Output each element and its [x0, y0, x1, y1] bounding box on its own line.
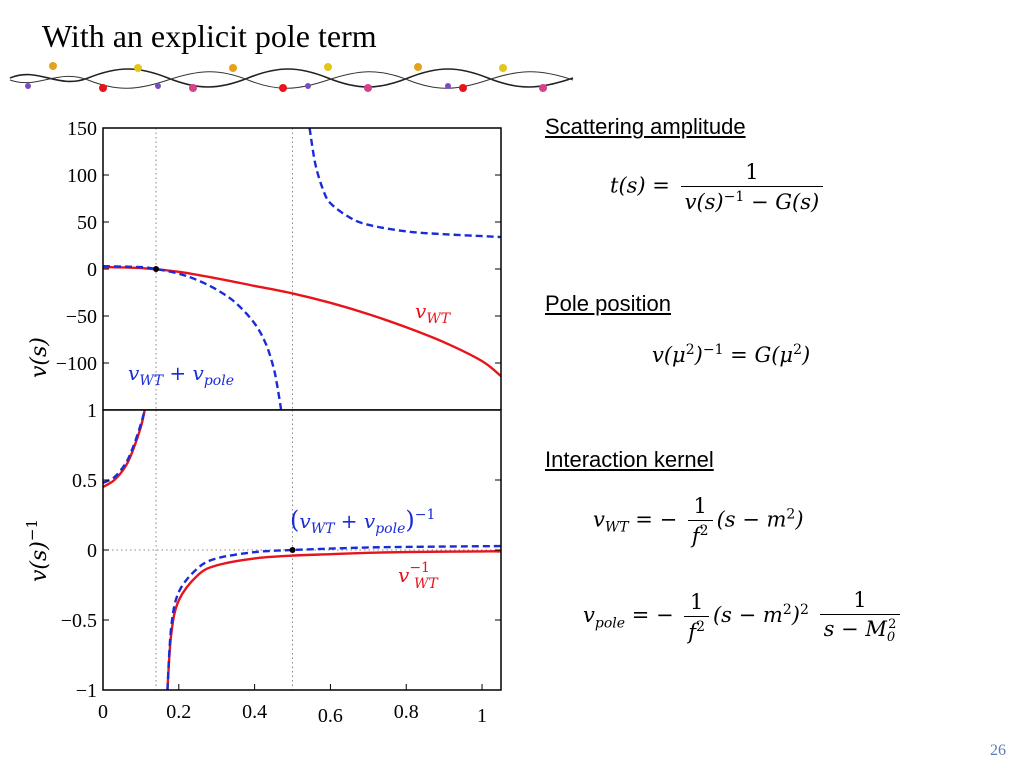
y-tick-label-3: 0 — [87, 259, 97, 281]
chart-potential: 150 100 50 0 −50 −100 v(s) vWT vWT + vpole — [27, 118, 502, 410]
chart-inverse-potential: 1 0.5 0 −0.5 −1 0 0.2 0.4 0.6 0.8 1 v(s)−1 (vWT +… — [23, 400, 502, 727]
y-tick-label-5: −100 — [56, 353, 97, 375]
divider-flowers — [25, 62, 547, 92]
x-tick-label-1: 0.2 — [166, 701, 191, 723]
x-tick-label-0: 0 — [98, 701, 108, 723]
bottom-plot-frame — [102, 409, 502, 691]
series-clip-group — [103, 410, 501, 690]
top-plot-frame — [102, 127, 502, 410]
heading-interaction-kernel: Interaction kernel — [545, 447, 714, 472]
top-grid-lines — [155, 128, 294, 410]
marker-point-0 — [153, 266, 160, 272]
series-clip-group — [103, 128, 501, 410]
y-tick-label-4: −50 — [66, 306, 97, 328]
series-line-v-wt-v-pole-1 — [103, 264, 283, 410]
top-y-ticks: 150 100 50 0 −50 −100 — [56, 118, 501, 375]
label-v-wt-plus-pole: vWT + vpole — [128, 361, 234, 389]
page-number: 26 — [990, 742, 1006, 759]
eq-scattering-amplitude: t(s) = 1 v(s)−1 − G(s) — [610, 160, 827, 214]
eq-v-wt: vWT = − 1 f2 (s − m2) — [593, 494, 804, 548]
series-line-v-wt-0 — [103, 265, 501, 378]
x-tick-label-2: 0.4 — [242, 701, 267, 723]
heading-pole-position: Pole position — [545, 291, 671, 316]
label-inverse-v-wt-plus-pole: (vWT + vpole)−1 — [290, 506, 435, 537]
y-tick-label-4: −1 — [76, 680, 97, 702]
floral-divider — [9, 62, 574, 92]
eq-pole-position: v(μ2)−1 = G(μ2) — [652, 342, 811, 367]
top-ylabel-text: v(s) — [27, 337, 52, 378]
series-line--v-wt-v-pole-1-3 — [166, 544, 501, 690]
divider-vine-2 — [9, 71, 574, 89]
bottom-ylabel: v(s)−1 — [23, 519, 52, 582]
x-tick-label-4: 0.8 — [394, 701, 419, 723]
x-tick-label-3: 0.6 — [318, 705, 343, 727]
y-tick-label-1: 0.5 — [72, 470, 97, 492]
y-tick-label-2: 0 — [87, 540, 97, 562]
series-line-v-wt-1-1 — [166, 550, 501, 690]
bottom-series-group — [103, 410, 501, 690]
slide-title: With an explicit pole term — [42, 18, 377, 54]
heading-scattering-amplitude: Scattering amplitude — [545, 114, 746, 139]
top-ylabel: v(s) — [27, 337, 52, 378]
bottom-x-ticks: 0 0.2 0.4 0.6 0.8 1 — [98, 684, 487, 727]
label-v-wt: vWT — [415, 299, 452, 327]
y-tick-label-2: 50 — [77, 212, 97, 234]
y-tick-label-0: 1 — [87, 400, 97, 422]
divider-vine — [9, 68, 574, 88]
y-tick-label-3: −0.5 — [61, 610, 97, 632]
marker-point-0 — [289, 547, 296, 553]
bottom-ylabel-text: v(s)−1 — [23, 519, 52, 582]
series-line-v-wt-1-0 — [103, 410, 146, 489]
top-series-group — [103, 128, 501, 410]
y-tick-label-0: 150 — [67, 118, 97, 140]
label-inverse-v-wt: v−1 WT — [398, 560, 439, 592]
series-line--v-wt-v-pole-1-2 — [103, 410, 146, 484]
x-tick-label-5: 1 — [477, 705, 487, 727]
y-tick-label-1: 100 — [67, 165, 97, 187]
bottom-y-ticks: 1 0.5 0 −0.5 −1 — [61, 400, 501, 702]
series-line-v-wt-v-pole-2 — [308, 128, 501, 239]
